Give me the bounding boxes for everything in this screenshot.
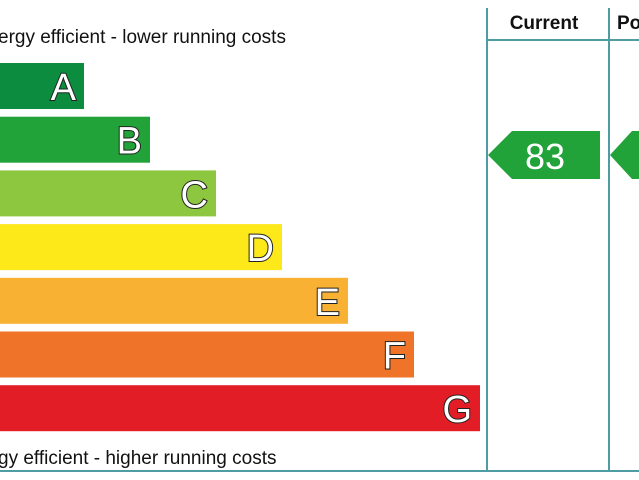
- potential-heading: Po: [617, 13, 639, 34]
- bottom-text: gy efficient - higher running costs: [0, 448, 276, 469]
- band: [0, 277, 348, 324]
- current-heading: Current: [510, 13, 579, 34]
- band-letter: D: [247, 228, 274, 270]
- band: [0, 385, 480, 432]
- band-letter: E: [315, 282, 340, 324]
- band: [0, 170, 216, 217]
- current-arrow: [488, 131, 600, 179]
- band: [0, 224, 282, 271]
- top-text: ergy efficient - lower running costs: [0, 27, 286, 48]
- band-letter: B: [117, 121, 142, 163]
- band-letter: C: [181, 174, 208, 216]
- current-rating: 83: [525, 136, 565, 177]
- band-letter: F: [383, 336, 406, 378]
- potential-arrow: [610, 131, 639, 179]
- band: [0, 63, 84, 109]
- band-letter: A: [51, 67, 77, 109]
- band: [0, 116, 150, 163]
- band: [0, 331, 414, 378]
- band-letter: G: [442, 389, 472, 431]
